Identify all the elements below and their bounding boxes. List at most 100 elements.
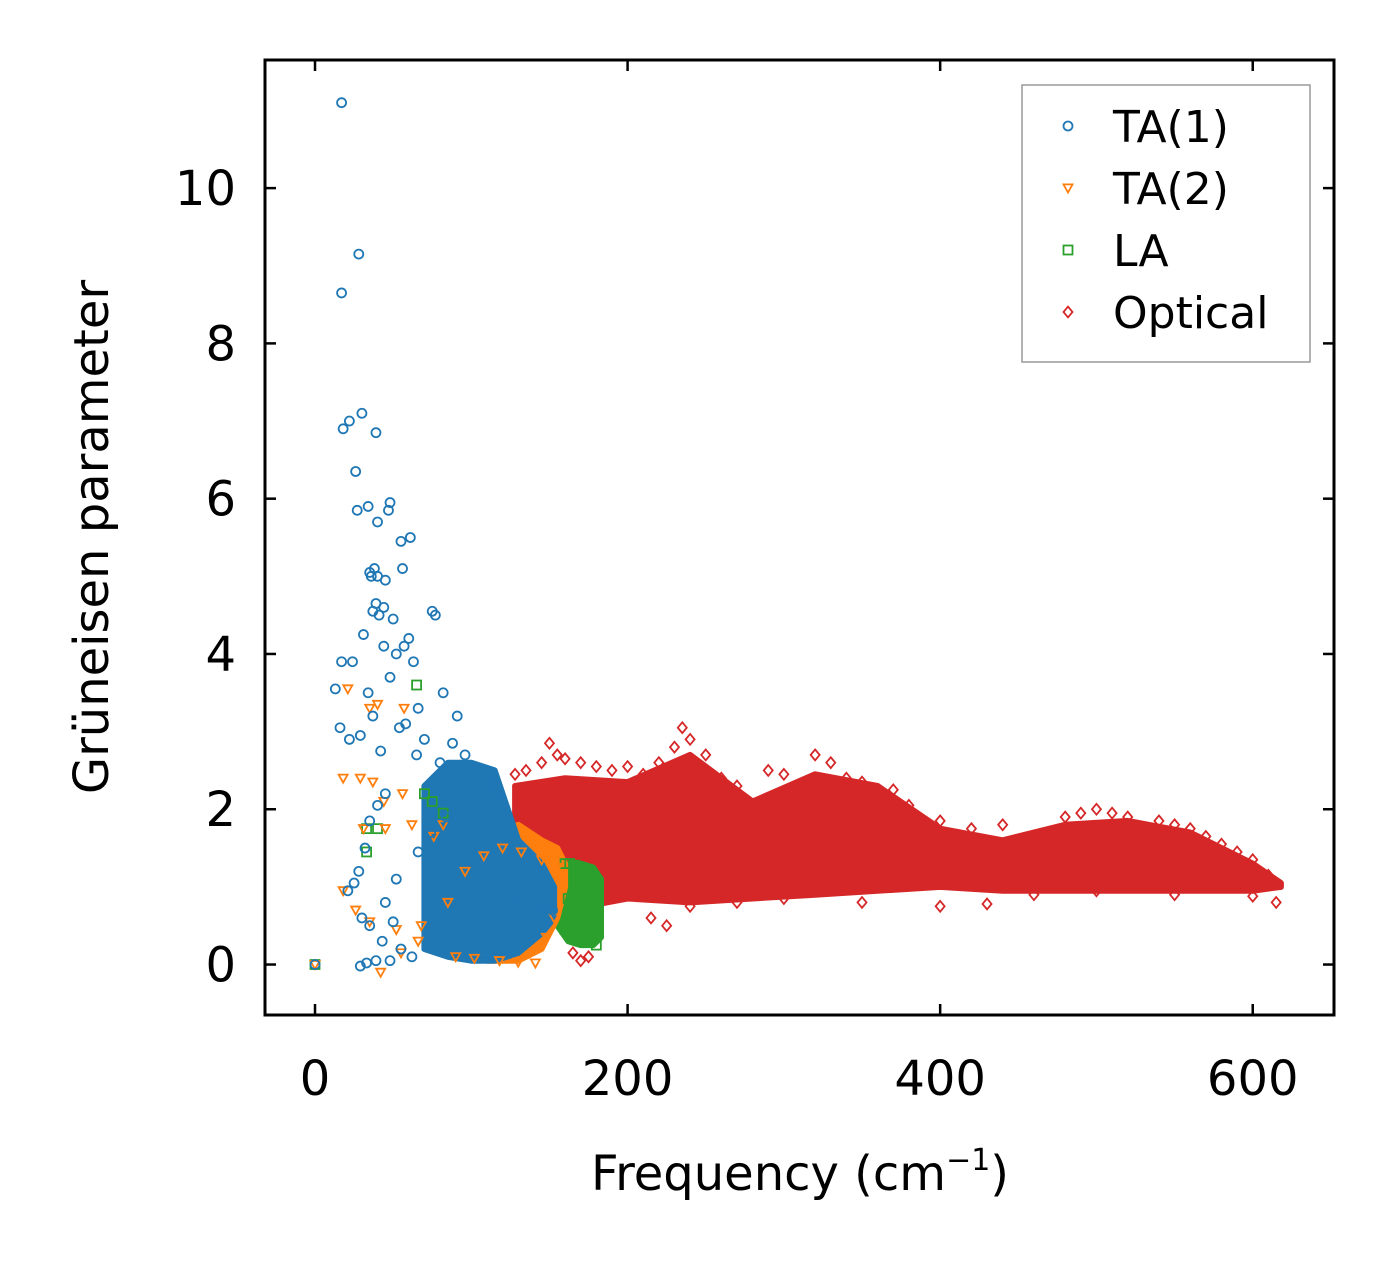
data-point — [400, 718, 412, 730]
data-point — [354, 773, 367, 785]
data-point — [337, 423, 349, 435]
data-point — [449, 952, 462, 964]
data-point — [447, 737, 458, 749]
data-point — [361, 957, 372, 969]
legend-label-optical: Optical — [1113, 288, 1268, 339]
data-point — [700, 748, 712, 762]
data-point — [362, 501, 374, 512]
data-point — [384, 497, 396, 508]
data-point — [412, 936, 425, 948]
data-point — [555, 874, 568, 886]
data-point — [370, 955, 382, 967]
data-point — [1184, 821, 1196, 836]
data-point — [1270, 895, 1282, 910]
data-point — [429, 609, 441, 621]
data-point — [887, 783, 899, 797]
data-point — [465, 854, 477, 866]
data-point — [351, 504, 363, 516]
data-point — [373, 609, 385, 621]
data-point — [354, 730, 366, 741]
data-point — [374, 967, 387, 979]
data-point — [903, 798, 915, 813]
data-point — [353, 248, 365, 260]
data-point — [426, 796, 438, 807]
legend-marker-ta-2 — [1061, 183, 1075, 195]
data-point — [336, 287, 347, 299]
data-point — [468, 953, 481, 965]
data-point — [412, 846, 424, 858]
data-point — [387, 613, 399, 625]
y-tick-label: 6 — [205, 472, 236, 528]
data-point — [378, 640, 390, 652]
data-point — [567, 946, 579, 960]
data-point — [337, 773, 350, 785]
data-point — [412, 702, 424, 714]
data-point — [509, 767, 521, 782]
data-point — [684, 899, 696, 914]
legend-marker-optical — [1062, 305, 1074, 319]
data-point — [660, 918, 673, 933]
data-point — [406, 951, 418, 963]
data-point — [825, 755, 837, 770]
data-point — [472, 765, 483, 776]
data-point — [440, 811, 452, 823]
data-point — [840, 771, 853, 785]
data-point — [1075, 806, 1087, 820]
data-point — [676, 720, 688, 735]
data-point — [364, 920, 376, 932]
data-point — [397, 563, 408, 574]
data-point — [354, 960, 366, 972]
data-point — [363, 703, 376, 715]
data-point — [1090, 883, 1103, 898]
y-tick-label: 2 — [205, 782, 236, 838]
data-point — [731, 779, 743, 793]
data-point — [444, 772, 455, 784]
data-point — [590, 939, 602, 951]
data-point — [387, 916, 399, 928]
data-point — [809, 748, 821, 762]
x-axis-label: Frequency (cm−1) — [591, 1143, 1009, 1202]
data-point — [334, 722, 346, 734]
data-point — [1231, 845, 1243, 859]
data-point — [496, 843, 509, 855]
data-point — [349, 905, 362, 917]
data-point — [425, 827, 437, 838]
data-point — [535, 755, 548, 770]
data-point — [1168, 887, 1181, 902]
data-point — [494, 792, 505, 804]
data-point — [621, 759, 634, 774]
data-point — [582, 949, 595, 964]
data-point — [778, 891, 790, 906]
data-point — [684, 732, 696, 747]
data-point — [378, 601, 390, 613]
data-point — [1028, 829, 1040, 844]
data-point — [547, 904, 558, 916]
data-point — [341, 684, 354, 696]
data-point — [645, 911, 657, 925]
data-point — [856, 775, 868, 789]
data-point — [493, 956, 506, 968]
data-point — [451, 710, 463, 722]
data-point — [1106, 806, 1118, 820]
data-point — [731, 895, 743, 910]
data-point — [396, 789, 409, 801]
data-point — [1122, 810, 1134, 824]
data-point — [778, 767, 790, 782]
data-point — [934, 814, 946, 828]
data-point — [535, 855, 548, 867]
data-point — [590, 759, 602, 774]
data-point — [715, 771, 728, 785]
data-point — [478, 869, 490, 881]
data-points — [308, 97, 1282, 979]
data-point — [379, 574, 391, 586]
data-point — [551, 748, 563, 762]
data-point — [1153, 814, 1165, 828]
data-point — [606, 763, 618, 778]
data-point — [375, 745, 387, 757]
data-point — [489, 881, 501, 893]
data-point — [520, 763, 532, 778]
data-point — [398, 703, 411, 715]
data-point — [1247, 852, 1259, 867]
data-point — [503, 893, 515, 904]
data-point — [419, 788, 430, 800]
